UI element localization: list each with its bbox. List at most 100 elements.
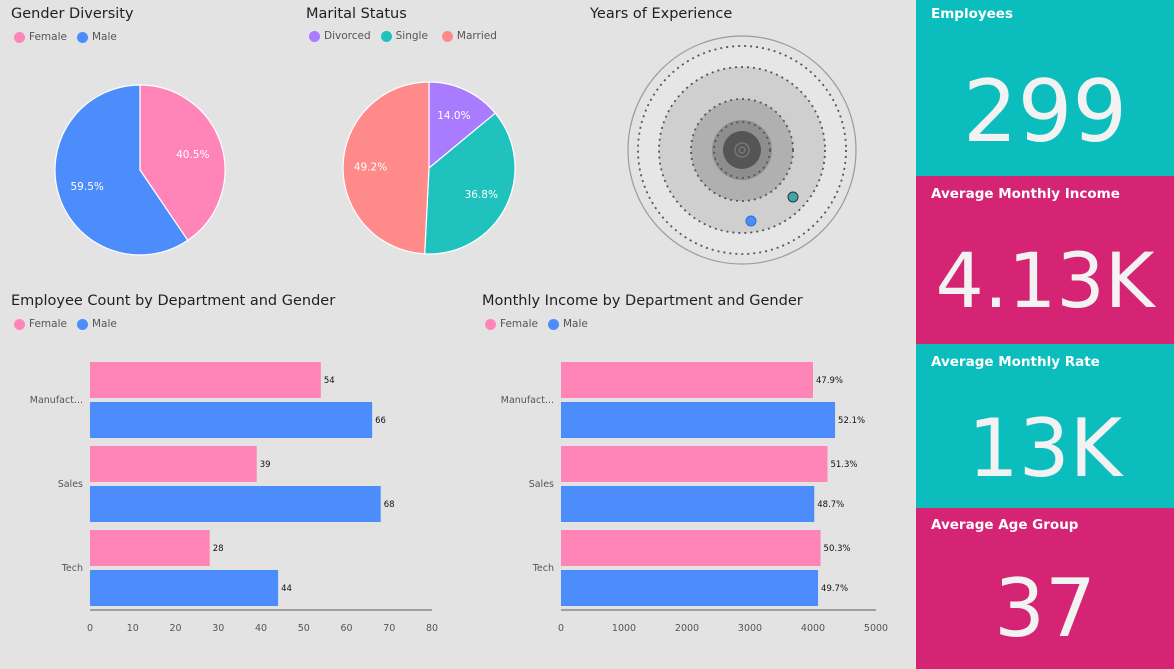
legend-label-male: Male — [562, 318, 588, 330]
pie-slice-male[interactable] — [54, 84, 189, 256]
legend-item-married[interactable]: Married — [441, 30, 497, 42]
pie-label-married: 49.2% — [354, 162, 387, 174]
orbit-marker-teal[interactable] — [787, 191, 799, 203]
bar-male-2[interactable] — [561, 570, 819, 606]
pie-slice-married[interactable] — [342, 81, 430, 255]
marital-status-legend: Divorced Single Married — [309, 30, 497, 42]
x-tick-label: 10 — [127, 623, 139, 634]
bar-male-2[interactable] — [90, 570, 279, 606]
gender-diversity-title: Gender Diversity — [11, 6, 134, 22]
legend-item-female[interactable]: Female — [485, 318, 538, 330]
bar-female-1[interactable] — [90, 446, 257, 482]
x-tick-label: 1000 — [612, 623, 636, 634]
legend-item-male[interactable]: Male — [547, 318, 588, 330]
orbit-marker-blue[interactable] — [745, 215, 757, 227]
years-experience-orbit-visual[interactable] — [620, 30, 865, 275]
kpi-card-average-age-group[interactable]: Average Age Group 37 — [916, 508, 1174, 669]
bar-male-0[interactable] — [90, 402, 373, 438]
bar-female-1[interactable] — [561, 446, 828, 482]
center-ring-1 — [734, 142, 750, 158]
bar-value-label: 54 — [324, 376, 335, 386]
orbit-outer — [637, 45, 847, 255]
x-tick-label: 40 — [255, 623, 267, 634]
bar-value-label: 39 — [260, 460, 271, 470]
x-tick-label: 0 — [87, 623, 93, 634]
kpi-title-average-monthly-income: Average Monthly Income — [931, 186, 1120, 202]
legend-label-male: Male — [91, 318, 117, 330]
legend-item-male[interactable]: Male — [76, 31, 117, 43]
bar-male-1[interactable] — [90, 486, 381, 522]
category-label: Sales — [529, 479, 554, 490]
kpi-card-average-monthly-rate[interactable]: Average Monthly Rate 13K — [916, 344, 1174, 508]
bar-value-label: 47.9% — [816, 376, 843, 386]
bar-value-label: 48.7% — [817, 500, 844, 510]
kpi-card-employees[interactable]: Employees 299 — [916, 0, 1174, 176]
bar-female-0[interactable] — [561, 362, 813, 398]
legend-label-divorced: Divorced — [324, 30, 371, 42]
x-tick-label: 2000 — [675, 623, 699, 634]
pie-label-female: 40.5% — [176, 149, 209, 161]
single-swatch — [380, 30, 392, 42]
marital-status-pie[interactable]: 14.0% 36.8% 49.2% — [329, 68, 529, 268]
pie-label-divorced: 14.0% — [437, 110, 470, 122]
female-swatch — [14, 318, 25, 330]
legend-label-male: Male — [91, 31, 117, 43]
legend-item-female[interactable]: Female — [14, 31, 67, 43]
legend-item-male[interactable]: Male — [76, 318, 117, 330]
bar-value-label: 28 — [213, 544, 224, 554]
category-label: Manufact... — [30, 395, 83, 406]
pie-label-male: 59.5% — [71, 181, 104, 193]
x-tick-label: 20 — [169, 623, 181, 634]
kpi-card-average-monthly-income[interactable]: Average Monthly Income 4.13K — [916, 176, 1174, 344]
x-tick-label: 3000 — [738, 623, 762, 634]
bar-value-label: 68 — [384, 500, 395, 510]
orbit-inner — [690, 98, 794, 202]
monthly-income-bar-chart[interactable]: 47.9% 52.1% Manufact... 51.3% 48.7% Sales 50.3… — [471, 340, 911, 650]
monthly-income-legend: Female Male — [485, 318, 588, 330]
marital-status-title: Marital Status — [306, 6, 407, 22]
category-label: Tech — [532, 563, 554, 574]
x-tick-label: 70 — [383, 623, 395, 634]
legend-item-female[interactable]: Female — [14, 318, 67, 330]
kpi-title-average-age-group: Average Age Group — [931, 517, 1079, 533]
kpi-value-average-monthly-rate: 13K — [967, 402, 1123, 495]
bar-value-label: 50.3% — [824, 544, 851, 554]
bar-male-1[interactable] — [561, 486, 815, 522]
pie-slice-female[interactable] — [139, 84, 226, 242]
x-tick-label: 0 — [558, 623, 564, 634]
x-tick-label: 50 — [298, 623, 310, 634]
legend-label-married: Married — [456, 30, 497, 42]
kpi-value-average-monthly-income: 4.13K — [935, 236, 1155, 325]
pie-slice-divorced[interactable] — [428, 81, 497, 170]
pie-slice-single[interactable] — [424, 112, 516, 255]
legend-item-divorced[interactable]: Divorced — [309, 30, 371, 42]
gender-diversity-pie[interactable]: 40.5% 59.5% — [40, 70, 240, 270]
category-label: Sales — [58, 479, 83, 490]
category-label: Tech — [61, 563, 83, 574]
x-tick-label: 80 — [426, 623, 438, 634]
legend-label-female: Female — [29, 318, 67, 330]
employee-count-bar-chart[interactable]: 54 66 Manufact... 39 68 Sales 28 44 Tech 0 10 20 30 4… — [0, 340, 460, 650]
bar-value-label: 49.7% — [821, 584, 848, 594]
male-swatch — [76, 318, 88, 330]
married-swatch — [441, 30, 453, 42]
center-disc — [723, 131, 761, 169]
bar-value-label: 51.3% — [830, 460, 857, 470]
female-swatch — [14, 31, 25, 43]
male-swatch — [547, 318, 559, 330]
kpi-title-average-monthly-rate: Average Monthly Rate — [931, 354, 1100, 370]
pie-label-single: 36.8% — [465, 189, 498, 201]
bar-value-label: 52.1% — [838, 416, 865, 426]
bar-female-2[interactable] — [561, 530, 821, 566]
gender-diversity-legend: Female Male — [14, 31, 117, 43]
legend-item-single[interactable]: Single — [380, 30, 428, 42]
employee-count-title: Employee Count by Department and Gender — [11, 293, 336, 309]
divorced-swatch — [309, 30, 320, 42]
kpi-value-employees: 299 — [962, 62, 1128, 162]
female-swatch — [485, 318, 496, 330]
bar-male-0[interactable] — [561, 402, 836, 438]
years-experience-title: Years of Experience — [590, 6, 733, 22]
bar-female-0[interactable] — [90, 362, 321, 398]
employee-count-legend: Female Male — [14, 318, 117, 330]
bar-female-2[interactable] — [90, 530, 210, 566]
